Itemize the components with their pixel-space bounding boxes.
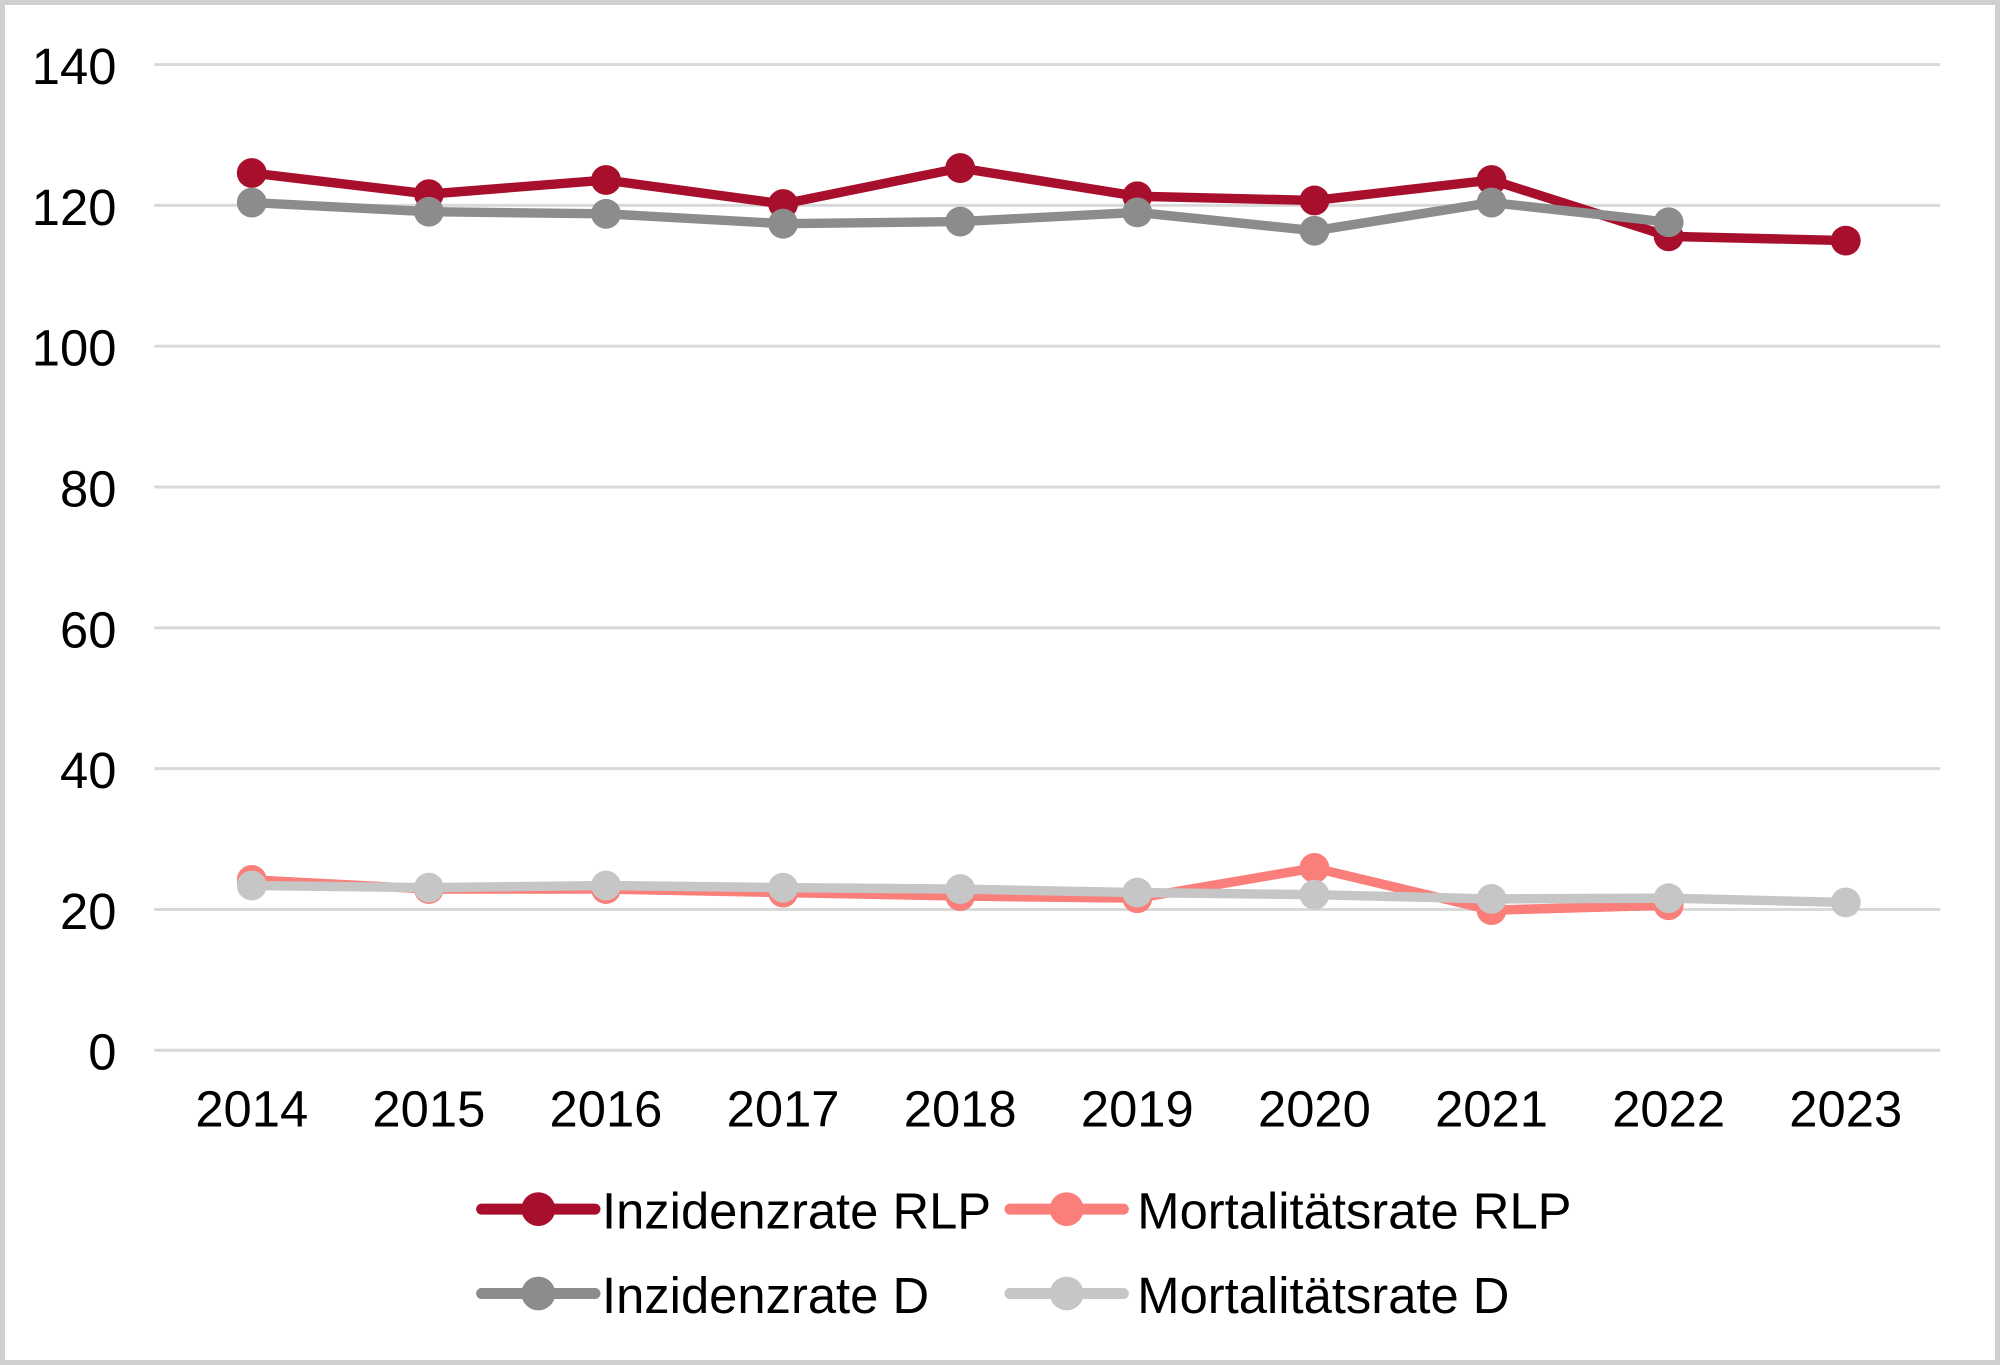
y-tick-label-60: 60	[60, 601, 116, 658]
data-point-mortalitaetsrate-d-2019	[1122, 877, 1153, 908]
data-point-inzidenzrate-d-2017	[768, 208, 799, 239]
x-tick-label-2020: 2020	[1258, 1080, 1371, 1137]
legend-marker-dot-mortalitaetsrate-d	[1049, 1276, 1084, 1311]
legend-item-inzidenzrate-d: Inzidenzrate D	[476, 1267, 929, 1324]
y-tick-label-0: 0	[88, 1024, 116, 1081]
data-point-mortalitaetsrate-d-2014	[236, 870, 267, 901]
data-point-inzidenzrate-rlp-2023	[1830, 225, 1861, 256]
x-tick-label-2019: 2019	[1081, 1080, 1194, 1137]
data-point-inzidenzrate-rlp-2018	[945, 153, 976, 183]
legend-marker-dot-inzidenzrate-rlp	[521, 1192, 556, 1226]
data-point-inzidenzrate-d-2022	[1653, 207, 1684, 238]
series-line-mortalitaetsrate-d	[247, 880, 1851, 908]
y-tick-label-100: 100	[32, 320, 117, 377]
series-inzidenzrate-d	[236, 187, 1684, 246]
x-tick-label-2017: 2017	[727, 1080, 840, 1137]
data-point-inzidenzrate-d-2018	[945, 206, 976, 237]
data-point-inzidenzrate-rlp-2016	[591, 165, 621, 195]
series-mortalitaetsrate-d	[236, 870, 1861, 918]
x-axis-labels: 2014 2015 2016 2017 2018 2019 2020 2021 2022 2023	[195, 1080, 1902, 1137]
data-point-inzidenzrate-d-2020	[1299, 215, 1330, 246]
data-point-inzidenzrate-rlp-2021	[1476, 165, 1507, 195]
legend-item-mortalitaetsrate-rlp: Mortalitätsrate RLP	[1004, 1183, 1572, 1240]
x-tick-label-2022: 2022	[1612, 1080, 1725, 1137]
legend: Inzidenzrate RLP Mortalitätsrate RLP Inzid…	[476, 1183, 1572, 1324]
data-point-mortalitaetsrate-d-2016	[591, 870, 621, 901]
legend-label-inzidenzrate-rlp: Inzidenzrate RLP	[602, 1183, 991, 1240]
data-point-mortalitaetsrate-d-2023	[1830, 887, 1861, 918]
data-point-inzidenzrate-d-2019	[1122, 197, 1153, 228]
data-point-inzidenzrate-d-2016	[591, 198, 621, 229]
data-point-mortalitaetsrate-d-2018	[945, 874, 976, 904]
legend-label-mortalitaetsrate-rlp: Mortalitätsrate RLP	[1137, 1183, 1571, 1240]
y-tick-label-80: 80	[60, 461, 116, 518]
data-series	[236, 153, 1861, 926]
data-point-mortalitaetsrate-d-2021	[1476, 884, 1507, 914]
legend-label-inzidenzrate-d: Inzidenzrate D	[602, 1267, 929, 1324]
data-point-mortalitaetsrate-d-2020	[1299, 879, 1330, 910]
y-tick-label-40: 40	[60, 742, 116, 799]
legend-item-inzidenzrate-rlp: Inzidenzrate RLP	[476, 1183, 991, 1240]
data-point-mortalitaetsrate-rlp-2020	[1299, 853, 1330, 883]
data-point-mortalitaetsrate-d-2017	[768, 872, 799, 903]
y-axis-labels: 0 20 40 60 80 100 120 140	[32, 38, 117, 1081]
x-tick-label-2018: 2018	[904, 1080, 1017, 1137]
data-point-inzidenzrate-d-2015	[413, 196, 444, 227]
data-point-mortalitaetsrate-d-2015	[413, 872, 444, 903]
data-point-inzidenzrate-d-2021	[1476, 187, 1507, 218]
legend-marker-dot-mortalitaetsrate-rlp	[1049, 1192, 1084, 1226]
legend-item-mortalitaetsrate-d: Mortalitätsrate D	[1004, 1267, 1509, 1324]
data-point-inzidenzrate-rlp-2020	[1299, 185, 1330, 216]
y-tick-label-140: 140	[32, 38, 117, 95]
legend-label-mortalitaetsrate-d: Mortalitätsrate D	[1137, 1267, 1509, 1324]
y-tick-label-120: 120	[32, 179, 117, 236]
x-tick-label-2015: 2015	[372, 1080, 485, 1137]
data-point-inzidenzrate-d-2014	[236, 187, 267, 218]
legend-marker-dot-inzidenzrate-d	[521, 1276, 556, 1311]
data-point-mortalitaetsrate-d-2022	[1653, 883, 1684, 914]
x-tick-label-2014: 2014	[195, 1080, 308, 1137]
x-tick-label-2016: 2016	[550, 1080, 663, 1137]
data-point-inzidenzrate-rlp-2014	[236, 158, 267, 188]
x-tick-label-2021: 2021	[1435, 1080, 1548, 1137]
gridlines	[154, 63, 1941, 1052]
x-tick-label-2023: 2023	[1789, 1080, 1902, 1137]
y-tick-label-20: 20	[60, 883, 116, 940]
